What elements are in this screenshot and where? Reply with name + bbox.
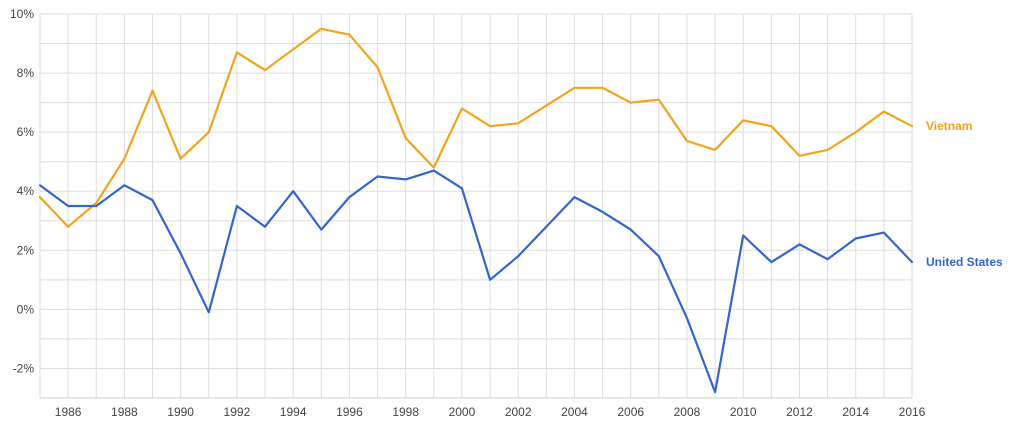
- x-tick-label: 2004: [561, 405, 588, 419]
- united-states-series-line: [38, 169, 914, 394]
- x-tick-label: 2000: [449, 405, 476, 419]
- x-tick-label: 1994: [280, 405, 307, 419]
- y-tick-label: 6%: [17, 125, 35, 139]
- united-states-series-label: United States: [926, 255, 1003, 269]
- y-tick-label: 0%: [17, 302, 35, 316]
- vietnam-series-line: [38, 27, 914, 228]
- x-tick-label: 2016: [899, 405, 926, 419]
- y-tick-label: 10%: [10, 7, 34, 21]
- y-tick-label: 2%: [17, 243, 35, 257]
- x-tick-label: 1990: [167, 405, 194, 419]
- x-tick-label: 2006: [617, 405, 644, 419]
- series-labels: Vietnam United States: [926, 119, 1003, 269]
- x-tick-label: 2012: [786, 405, 813, 419]
- vietnam-series-label: Vietnam: [926, 119, 972, 133]
- x-tick-label: 2014: [842, 405, 869, 419]
- x-tick-label: 1998: [392, 405, 419, 419]
- grid: [39, 13, 913, 399]
- x-tick-label: 2010: [730, 405, 757, 419]
- axes: -2% 0% 2% 4% 6% 8% 10% 1986 1988 1990 1992 1994 1996…: [10, 7, 926, 419]
- x-tick-label: 2008: [674, 405, 701, 419]
- x-tick-label: 2002: [505, 405, 532, 419]
- x-tick-label: 1996: [336, 405, 363, 419]
- x-tick-label: 1988: [111, 405, 138, 419]
- x-tick-label: 1986: [55, 405, 82, 419]
- x-tick-label: 1992: [224, 405, 251, 419]
- y-tick-label: 8%: [17, 66, 35, 80]
- series-lines: [38, 27, 914, 394]
- y-tick-label: 4%: [17, 184, 35, 198]
- y-tick-label: -2%: [13, 361, 35, 375]
